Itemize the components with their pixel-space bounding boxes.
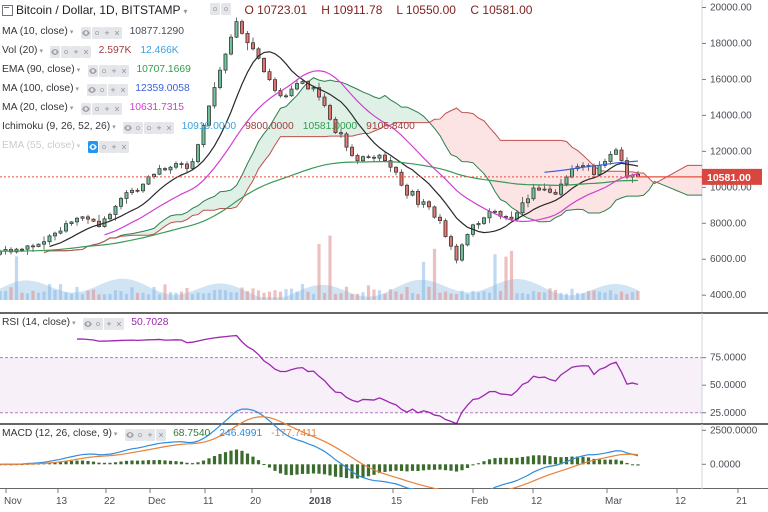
svg-text:15: 15 xyxy=(391,496,403,507)
svg-text:2018: 2018 xyxy=(309,496,332,507)
svg-text:21: 21 xyxy=(736,496,748,507)
svg-text:12000.00: 12000.00 xyxy=(710,146,752,157)
svg-text:14000.00: 14000.00 xyxy=(710,110,752,121)
svg-text:Nov: Nov xyxy=(4,496,22,507)
svg-text:12: 12 xyxy=(531,496,543,507)
svg-text:50.0000: 50.0000 xyxy=(710,380,747,391)
svg-text:25.0000: 25.0000 xyxy=(710,408,747,419)
svg-text:4000.00: 4000.00 xyxy=(710,290,747,301)
svg-text:20000.00: 20000.00 xyxy=(710,3,752,14)
svg-text:10581.00: 10581.00 xyxy=(707,172,751,184)
svg-text:20: 20 xyxy=(250,496,262,507)
svg-text:75.0000: 75.0000 xyxy=(710,353,747,364)
svg-text:22: 22 xyxy=(104,496,116,507)
svg-text:6000.00: 6000.00 xyxy=(710,254,747,265)
svg-text:0.0000: 0.0000 xyxy=(710,459,741,470)
svg-text:Dec: Dec xyxy=(148,496,166,507)
svg-text:18000.00: 18000.00 xyxy=(710,38,752,49)
svg-text:12: 12 xyxy=(675,496,687,507)
svg-text:13: 13 xyxy=(56,496,68,507)
svg-text:Feb: Feb xyxy=(471,496,489,507)
svg-text:8000.00: 8000.00 xyxy=(710,218,747,229)
svg-text:16000.00: 16000.00 xyxy=(710,74,752,85)
svg-text:2500.0000: 2500.0000 xyxy=(710,425,758,436)
svg-text:Mar: Mar xyxy=(605,496,623,507)
svg-text:11: 11 xyxy=(203,496,214,507)
